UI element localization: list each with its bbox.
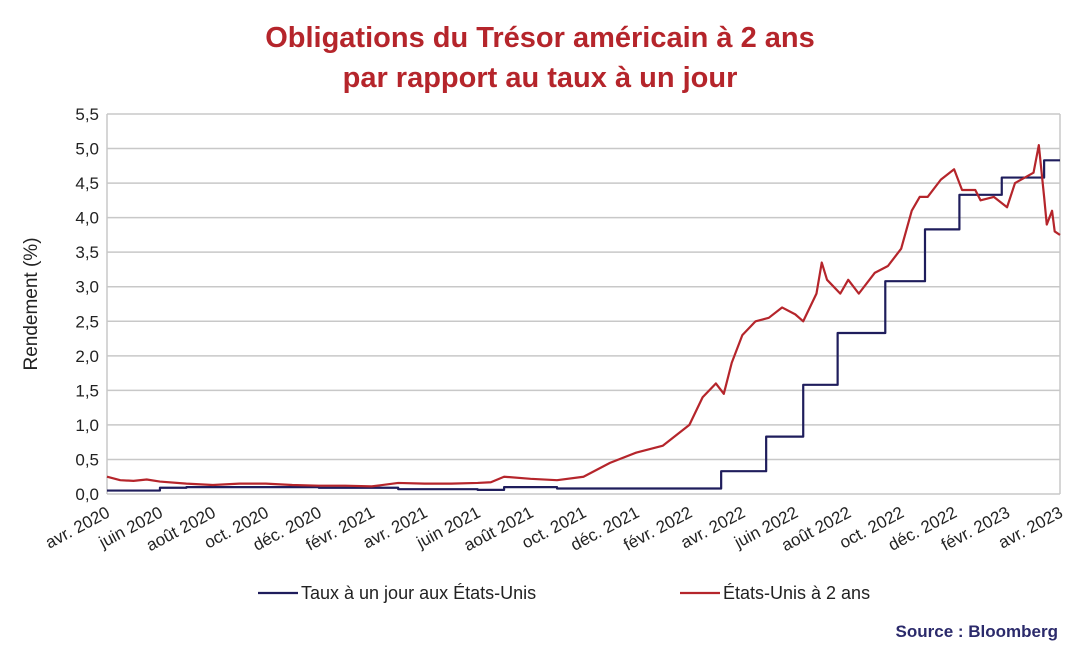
y-tick-label: 2,0: [75, 347, 99, 366]
y-tick-label: 0,5: [75, 450, 99, 469]
y-axis-label: Rendement (%): [21, 237, 42, 370]
y-tick-label: 1,0: [75, 416, 99, 435]
series-line-overnight-rate: [107, 159, 1060, 492]
source-note: Source : Bloomberg: [895, 622, 1058, 641]
y-tick-label: 5,0: [75, 140, 99, 159]
chart-title-line-2: par rapport au taux à un jour: [342, 62, 738, 94]
y-tick-label: 3,5: [75, 243, 99, 262]
y-tick-label: 5,5: [75, 105, 99, 124]
legend-label: Taux à un jour aux États-Unis: [301, 583, 536, 603]
y-tick-label: 3,0: [75, 278, 99, 297]
y-tick-label: 1,5: [75, 381, 99, 400]
y-tick-label: 4,5: [75, 174, 99, 193]
y-tick-label: 2,5: [75, 312, 99, 331]
legend-label: États-Unis à 2 ans: [723, 583, 870, 603]
y-tick-label: 0,0: [75, 485, 99, 504]
y-tick-label: 4,0: [75, 209, 99, 228]
series-line-2y-treasury: [106, 143, 1061, 488]
chart-title-line-1: Obligations du Trésor américain à 2 ans: [265, 22, 815, 54]
